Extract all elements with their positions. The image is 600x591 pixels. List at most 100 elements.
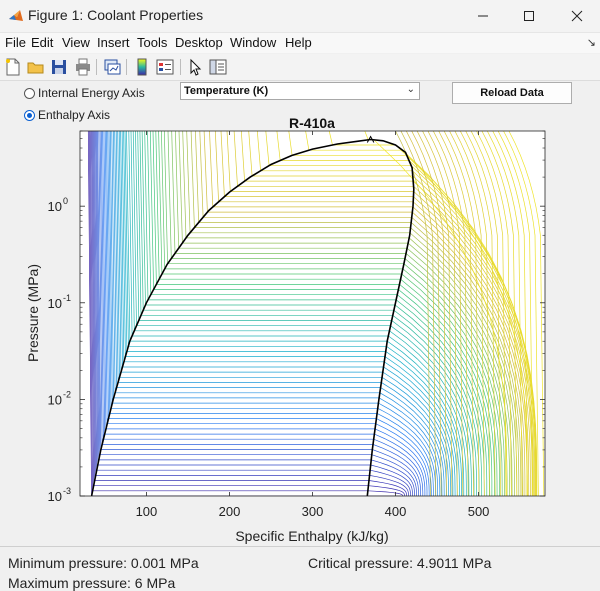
isotherm-line [118, 131, 454, 496]
y-tick-exponent: -3 [63, 486, 71, 496]
isotherm-line [126, 131, 465, 496]
toolbar [0, 54, 600, 81]
isotherm-line [481, 131, 518, 496]
menu-file[interactable]: File [5, 35, 26, 50]
isotherm-line [120, 131, 456, 496]
isotherm-line [117, 131, 452, 496]
isotherm-line [405, 131, 442, 496]
figure-canvas: Internal Energy Axis Enthalpy Axis Tempe… [0, 81, 600, 545]
critical-pressure-text: Critical pressure: 4.9011 MPa [308, 555, 492, 571]
menu-window[interactable]: Window [230, 35, 277, 50]
print-icon[interactable] [74, 58, 92, 76]
isotherm-line [94, 131, 413, 496]
y-tick-label: 10 [48, 489, 62, 504]
isotherm-line [486, 131, 523, 496]
isotherm-line [167, 131, 505, 496]
isotherm-line [492, 131, 528, 496]
isotherm-line [305, 131, 533, 496]
menu-help[interactable]: Help [285, 35, 312, 50]
isotherm-line [508, 131, 545, 496]
isotherm-line [137, 131, 477, 496]
property-editor-icon[interactable] [209, 58, 227, 76]
isotherm-line [89, 131, 405, 496]
isotherm-line [130, 131, 470, 496]
isotherm-line [88, 131, 403, 496]
y-tick-label: 10 [48, 199, 62, 214]
isotherm-line [91, 131, 407, 496]
isotherm-line [104, 131, 432, 496]
isotherm-line [449, 131, 485, 496]
pointer-icon[interactable] [186, 58, 204, 76]
close-button[interactable] [554, 0, 600, 32]
isotherm-line [100, 131, 426, 496]
menu-view[interactable]: View [62, 35, 90, 50]
window-titlebar: Figure 1: Coolant Properties [0, 0, 600, 33]
new-figure-icon[interactable] [4, 58, 22, 76]
isotherm-line [95, 131, 415, 496]
isotherm-line [161, 131, 500, 496]
isotherm-line [438, 131, 474, 496]
isotherm-line [226, 131, 533, 496]
property-dropdown-value: Temperature (K) [184, 85, 269, 97]
isotherm-line [427, 131, 464, 496]
max-pressure-text: Maximum pressure: 6 MPa [8, 575, 176, 591]
isotherm-line [465, 131, 501, 496]
link-plot-icon[interactable] [103, 58, 121, 76]
min-pressure-text: Minimum pressure: 0.001 MPa [8, 555, 199, 571]
toolbar-separator [96, 59, 97, 75]
y-tick-exponent: 0 [63, 196, 68, 206]
y-axis-label: Pressure (MPa) [25, 264, 41, 362]
legend-icon[interactable] [156, 58, 174, 76]
isotherm-line [114, 131, 447, 496]
menu-edit[interactable]: Edit [31, 35, 54, 50]
isotherm-line [422, 131, 458, 496]
isotherm-line [400, 131, 437, 496]
isotherm-line [395, 131, 431, 496]
isotherm-line [182, 131, 515, 496]
x-tick-label: 100 [136, 504, 158, 519]
toolbar-separator [126, 59, 127, 75]
menubar: File Edit View Insert Tools Desktop Wind… [0, 33, 600, 53]
menu-tools[interactable]: Tools [137, 35, 168, 50]
isotherm-line [416, 131, 453, 496]
plot-area[interactable] [80, 131, 545, 496]
menu-insert[interactable]: Insert [97, 35, 130, 50]
colorbar-icon[interactable] [133, 58, 151, 76]
maximize-button[interactable] [506, 0, 552, 32]
isotherm-line [328, 131, 528, 496]
toolbar-separator [180, 59, 181, 75]
isotherm-line [178, 131, 513, 496]
isotherm-line [97, 131, 419, 496]
internal-energy-radio[interactable]: Internal Energy Axis [24, 86, 145, 100]
y-tick-exponent: -1 [63, 293, 71, 303]
isotherm-line [454, 131, 491, 496]
enthalpy-radio-label: Enthalpy Axis [38, 108, 111, 122]
isotherm-line [411, 131, 447, 496]
chart-title: R-410a [289, 115, 335, 131]
menu-desktop[interactable]: Desktop [175, 35, 223, 50]
isotherm-line [108, 131, 439, 496]
x-tick-label: 200 [219, 504, 241, 519]
isotherm-line [470, 131, 507, 496]
enthalpy-radio[interactable]: Enthalpy Axis [24, 108, 110, 122]
x-axis-label: Specific Enthalpy (kJ/kg) [235, 528, 388, 544]
isotherm-lines [87, 131, 545, 496]
minimize-icon [478, 15, 488, 17]
isotherm-line [115, 131, 449, 496]
isotherm-line [158, 131, 498, 496]
open-file-icon[interactable] [27, 58, 45, 76]
minimize-button[interactable] [460, 0, 506, 32]
isotherm-line [152, 131, 493, 496]
x-tick-label: 300 [302, 504, 324, 519]
y-tick-exponent: -2 [63, 389, 71, 399]
dock-arrow-icon[interactable]: ↘ [586, 37, 596, 49]
radio-unselected-icon [24, 87, 35, 99]
isotherm-line [497, 131, 534, 496]
save-icon[interactable] [50, 58, 68, 76]
isotherm-line [102, 131, 428, 496]
property-dropdown[interactable]: Temperature (K) ⌄ [180, 82, 420, 100]
reload-data-button[interactable]: Reload Data [452, 82, 572, 104]
matlab-app-icon [9, 10, 23, 21]
isotherm-line [163, 131, 503, 496]
